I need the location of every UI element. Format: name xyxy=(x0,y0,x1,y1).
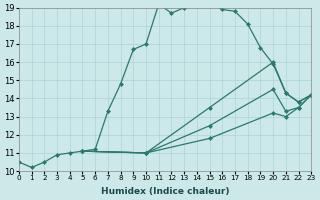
X-axis label: Humidex (Indice chaleur): Humidex (Indice chaleur) xyxy=(101,187,229,196)
